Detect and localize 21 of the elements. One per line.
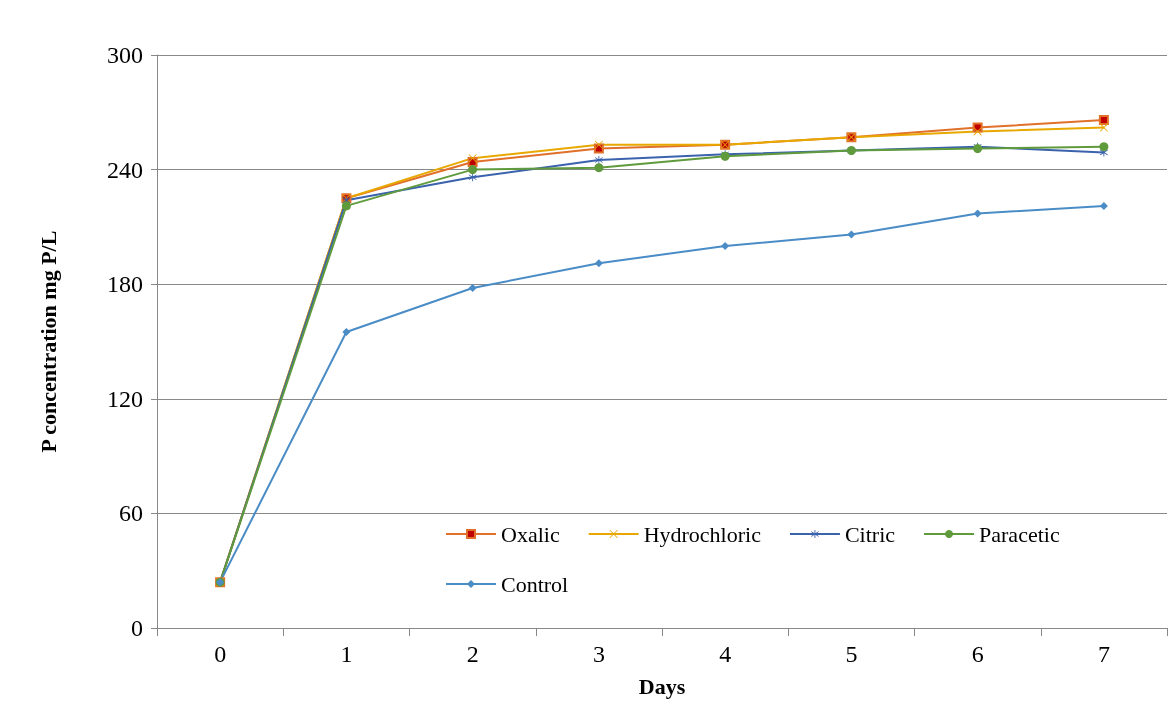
y-tick-label: 180 <box>107 271 143 298</box>
y-tick-label: 0 <box>131 615 143 641</box>
y-tick-label: 300 <box>107 42 143 68</box>
x-tick-label: 1 <box>340 641 353 667</box>
x-tick-label: 6 <box>971 641 984 667</box>
x-tick-label: 7 <box>1097 641 1110 667</box>
y-axis-title: P concentration mg P/L <box>35 230 61 453</box>
y-tick-label: 60 <box>119 500 143 527</box>
legend-label: Paracetic <box>979 521 1060 547</box>
x-tick-label: 5 <box>845 641 858 667</box>
x-tick-label: 2 <box>466 641 479 667</box>
legend-label: Citric <box>844 521 896 547</box>
y-tick-label: 120 <box>107 385 143 412</box>
legend-label: Hydrochloric <box>643 521 762 547</box>
legend-label: Oxalic <box>501 521 560 547</box>
x-tick-label: 4 <box>719 641 732 667</box>
x-tick-label: 3 <box>592 641 605 667</box>
x-axis-title: Days <box>638 673 686 699</box>
legend-label: Control <box>501 571 569 597</box>
y-tick-label: 240 <box>107 156 143 183</box>
x-tick-label: 0 <box>214 641 227 667</box>
